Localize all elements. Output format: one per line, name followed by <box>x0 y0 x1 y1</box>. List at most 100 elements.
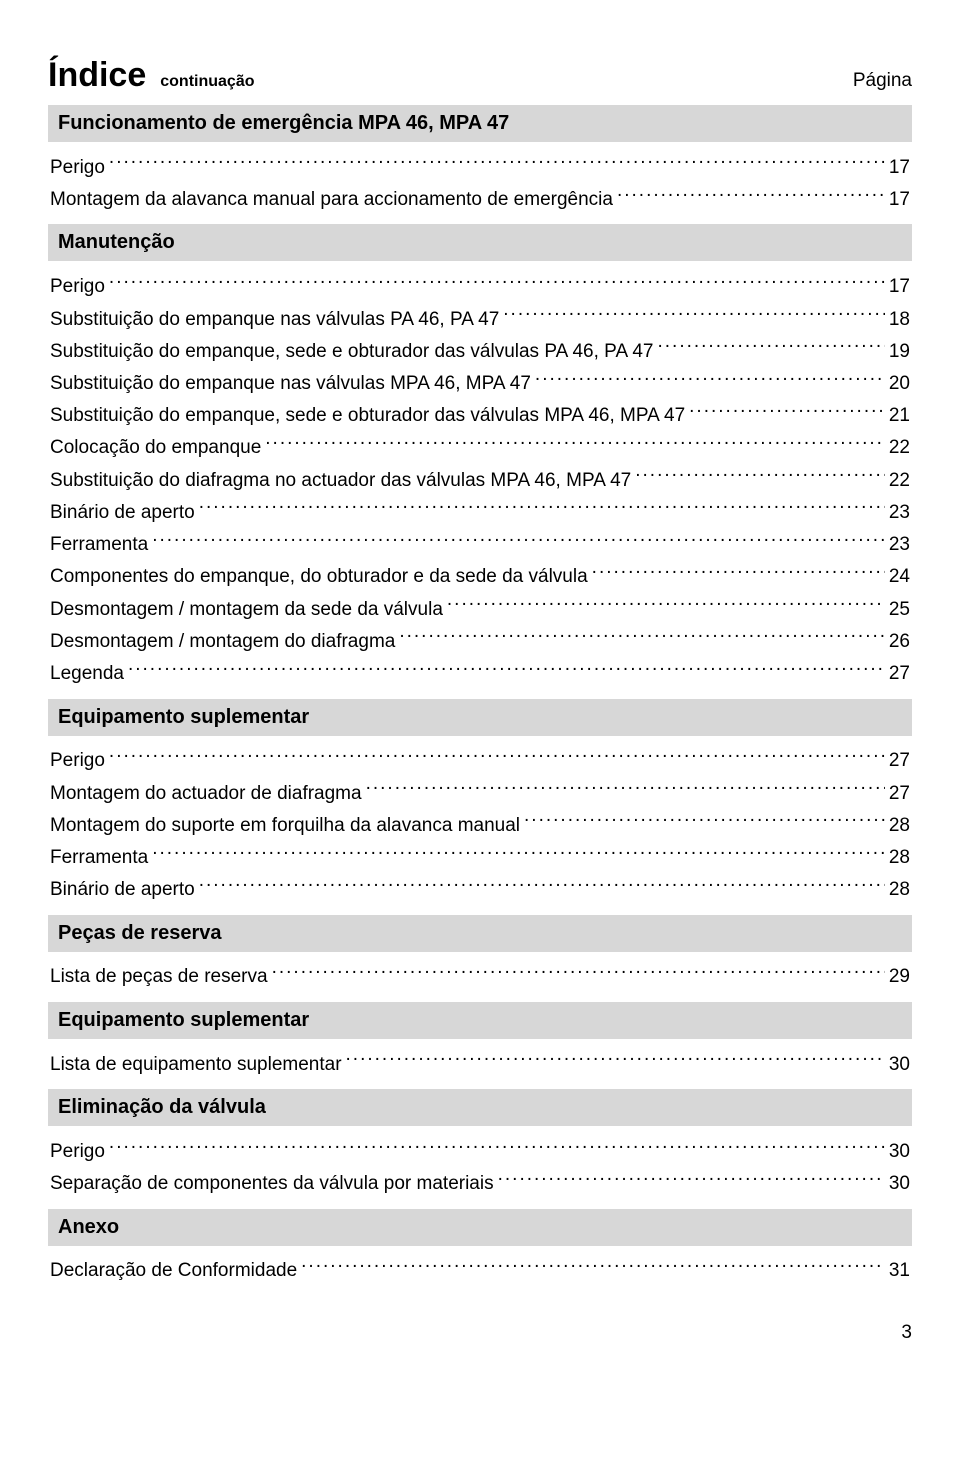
toc-label: Desmontagem / montagem da sede da válvul… <box>50 595 443 624</box>
toc-row: Substituição do diafragma no actuador da… <box>50 463 910 495</box>
toc-row: Colocação do empanque22 <box>50 431 910 463</box>
toc-leader-dots <box>199 872 885 895</box>
toc-row: Legenda27 <box>50 656 910 688</box>
toc-page-number: 23 <box>889 530 910 559</box>
section-heading: Peças de reserva <box>48 915 912 952</box>
toc-page-number: 27 <box>889 746 910 775</box>
toc-label: Ferramenta <box>50 843 148 872</box>
toc-leader-dots <box>635 463 885 486</box>
toc-label: Ferramenta <box>50 530 148 559</box>
toc-row: Montagem da alavanca manual para acciona… <box>50 182 910 214</box>
toc-label: Perigo <box>50 153 105 182</box>
toc-page-number: 30 <box>889 1137 910 1166</box>
toc-leader-dots <box>128 656 885 679</box>
toc-row: Perigo 17 <box>50 150 910 182</box>
toc-leader-dots <box>301 1254 885 1277</box>
toc-label: Substituição do empanque nas válvulas PA… <box>50 305 499 334</box>
section-heading: Equipamento suplementar <box>48 699 912 736</box>
toc-leader-dots <box>346 1047 885 1070</box>
toc-row: Perigo17 <box>50 269 910 301</box>
toc-page-number: 26 <box>889 627 910 656</box>
toc-page-number: 28 <box>889 843 910 872</box>
toc-page-number: 17 <box>889 185 910 214</box>
page-root: Índice continuação Página Funcionamento … <box>0 0 960 1384</box>
toc-page-number: 17 <box>889 272 910 301</box>
toc-label: Substituição do empanque, sede e obturad… <box>50 337 653 366</box>
toc-row: Substituição do empanque, sede e obturad… <box>50 398 910 430</box>
toc-label: Colocação do empanque <box>50 433 261 462</box>
toc-row: Separação de componentes da válvula por … <box>50 1166 910 1198</box>
toc-leader-dots <box>272 960 885 983</box>
toc-page-number: 19 <box>889 337 910 366</box>
toc-label: Montagem da alavanca manual para acciona… <box>50 185 613 214</box>
toc-row: Ferramenta 23 <box>50 527 910 559</box>
toc-leader-dots <box>617 182 885 205</box>
toc-row: Substituição do empanque nas válvulas MP… <box>50 366 910 398</box>
toc-row: Ferramenta 28 <box>50 840 910 872</box>
toc-row: Componentes do empanque, do obturador e … <box>50 560 910 592</box>
toc-leader-dots <box>657 334 884 357</box>
toc-label: Binário de aperto <box>50 875 195 904</box>
toc-label: Substituição do empanque, sede e obturad… <box>50 401 685 430</box>
toc-page-number: 20 <box>889 369 910 398</box>
toc-label: Substituição do diafragma no actuador da… <box>50 466 631 495</box>
toc-leader-dots <box>592 560 885 583</box>
toc-page-number: 30 <box>889 1169 910 1198</box>
toc-row: Desmontagem / montagem do diafragma 26 <box>50 624 910 656</box>
toc-row: Perigo27 <box>50 744 910 776</box>
toc-label: Montagem do suporte em forquilha da alav… <box>50 811 520 840</box>
toc-row: Lista de peças de reserva29 <box>50 960 910 992</box>
toc-row: Montagem do suporte em forquilha da alav… <box>50 808 910 840</box>
toc-page-number: 17 <box>889 153 910 182</box>
toc-page-number: 22 <box>889 466 910 495</box>
toc-label: Componentes do empanque, do obturador e … <box>50 562 588 591</box>
toc-label: Perigo <box>50 1137 105 1166</box>
toc-row: Binário de aperto 23 <box>50 495 910 527</box>
toc-leader-dots <box>109 1134 885 1157</box>
toc-page-number: 24 <box>889 562 910 591</box>
section-heading: Equipamento suplementar <box>48 1002 912 1039</box>
section-heading: Funcionamento de emergência MPA 46, MPA … <box>48 105 912 142</box>
toc-label: Binário de aperto <box>50 498 195 527</box>
toc-page-number: 27 <box>889 659 910 688</box>
toc-label: Lista de equipamento suplementar <box>50 1050 342 1079</box>
toc-page-number: 25 <box>889 595 910 624</box>
toc-label: Separação de componentes da válvula por … <box>50 1169 494 1198</box>
toc-leader-dots <box>447 592 885 615</box>
toc-leader-dots <box>152 840 885 863</box>
toc-page-number: 18 <box>889 305 910 334</box>
section-heading: Manutenção <box>48 224 912 261</box>
toc-leader-dots <box>109 269 885 292</box>
toc-leader-dots <box>152 527 885 550</box>
toc-block: Lista de equipamento suplementar 30 <box>48 1047 912 1079</box>
toc-sections: Funcionamento de emergência MPA 46, MPA … <box>48 105 912 1286</box>
toc-row: Perigo 30 <box>50 1134 910 1166</box>
pagina-label: Página <box>853 70 912 92</box>
toc-block: Perigo17 Substituição do empanque nas vál… <box>48 269 912 688</box>
toc-leader-dots <box>524 808 885 831</box>
toc-page-number: 29 <box>889 962 910 991</box>
toc-block: Lista de peças de reserva29 <box>48 960 912 992</box>
toc-leader-dots <box>366 776 885 799</box>
toc-leader-dots <box>503 302 885 325</box>
toc-page-number: 30 <box>889 1050 910 1079</box>
toc-row: Montagem do actuador de diafragma27 <box>50 776 910 808</box>
toc-page-number: 31 <box>889 1256 910 1285</box>
toc-leader-dots <box>498 1166 885 1189</box>
toc-leader-dots <box>109 150 885 173</box>
toc-page-number: 28 <box>889 811 910 840</box>
toc-row: Binário de aperto28 <box>50 872 910 904</box>
toc-block: Declaração de Conformidade31 <box>48 1254 912 1286</box>
header-right: Página <box>853 24 912 92</box>
toc-leader-dots <box>399 624 885 647</box>
section-heading: Eliminação da válvula <box>48 1089 912 1126</box>
toc-leader-dots <box>265 431 885 454</box>
index-title: Índice <box>48 56 146 95</box>
toc-block: Perigo 17 Montagem da alavanca manual para… <box>48 150 912 214</box>
toc-leader-dots <box>109 744 885 767</box>
header-left: Índice continuação <box>48 56 254 95</box>
toc-page-number: 21 <box>889 401 910 430</box>
toc-block: Perigo27Montagem do actuador de diafragm… <box>48 744 912 905</box>
toc-page-number: 23 <box>889 498 910 527</box>
toc-label: Desmontagem / montagem do diafragma <box>50 627 395 656</box>
